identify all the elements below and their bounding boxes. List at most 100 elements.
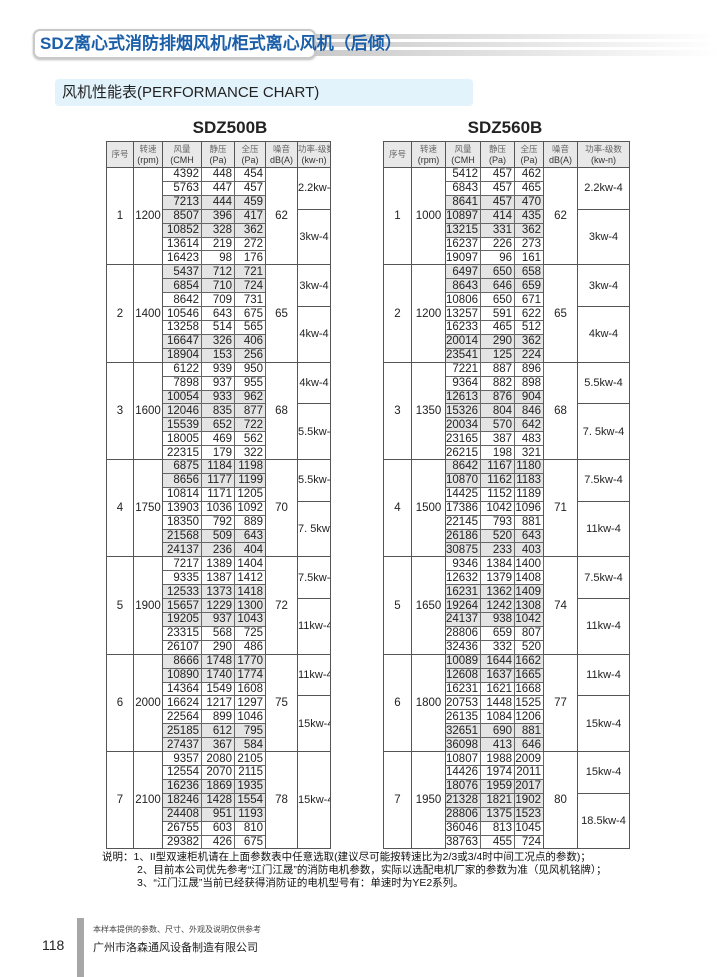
model-title-left: SDZ500B	[192, 118, 268, 137]
total-pressure-value: 273	[514, 236, 544, 252]
total-pressure-value: 1668	[514, 681, 544, 697]
static-pressure-value: 1748	[201, 653, 235, 669]
group-number: 7	[383, 751, 412, 850]
static-pressure-value: 290	[480, 333, 515, 349]
airflow-value: 28806	[445, 806, 481, 822]
static-pressure-value: 1821	[480, 792, 515, 808]
header-col-flow: 风量 (CMH	[162, 141, 202, 168]
airflow-value: 24137	[445, 612, 481, 627]
group-number: 3	[106, 361, 134, 461]
header-col-static: 静压 (Pa)	[480, 141, 515, 168]
total-pressure-value: 435	[514, 208, 544, 224]
motor-power: 5.5kw-4	[577, 361, 630, 405]
noise-value: 75	[265, 653, 298, 753]
static-pressure-value: 332	[480, 639, 515, 655]
group-number: 4	[383, 459, 412, 558]
airflow-value: 18904	[162, 347, 202, 363]
total-pressure-value: 465	[514, 180, 544, 196]
speed-rpm: 2100	[133, 751, 163, 850]
header-col-total: 全压 (Pa)	[514, 141, 544, 168]
table-row: 16647 326 406	[107, 333, 331, 349]
motor-power: 5.5kw-4	[297, 459, 331, 502]
airflow-value: 32651	[445, 723, 481, 739]
total-pressure-value: 1523	[514, 806, 544, 822]
table-row: 26107 290 486	[107, 639, 331, 655]
total-pressure-value: 896	[514, 361, 544, 377]
airflow-value: 13903	[162, 500, 202, 516]
table-row: 8643 646 659	[384, 278, 630, 294]
table-row: 29382 426 675	[107, 834, 331, 850]
total-pressure-value: 1404	[234, 556, 266, 572]
static-pressure-value: 457	[480, 194, 515, 210]
static-pressure-value: 414	[480, 208, 515, 224]
airflow-value: 19097	[445, 250, 481, 266]
static-pressure-value: 1637	[480, 667, 515, 683]
static-pressure-value: 876	[480, 389, 515, 405]
airflow-value: 38763	[445, 834, 481, 850]
noise-value: 80	[543, 751, 578, 850]
airflow-value: 10089	[445, 653, 481, 669]
total-pressure-value: 1096	[514, 500, 544, 516]
table-row: 3 1350 7221 887 896 68 5.5kw-4	[383, 361, 630, 461]
table-row: 3 1600 6122 939 950 68 4kw-4	[106, 361, 331, 461]
total-pressure-value: 1935	[234, 778, 266, 794]
total-pressure-value: 1400	[514, 556, 544, 572]
airflow-value: 12554	[162, 764, 202, 780]
group-number: 1	[383, 166, 412, 266]
airflow-value: 20014	[445, 333, 481, 349]
static-pressure-value: 1177	[201, 472, 235, 488]
header-col-flow: 风量 (CMH	[445, 141, 481, 168]
table-row: 26215 198 321	[384, 445, 630, 461]
table-row: 27437 367 584	[107, 737, 331, 753]
airflow-value: 9335	[162, 570, 202, 586]
notes: 说明：1、II型双速柜机请在上面参数表中任意选取(建议尽可能按转速比为2/3或3…	[102, 851, 607, 890]
static-pressure-value: 387	[480, 431, 515, 447]
static-pressure-value: 1162	[480, 472, 515, 488]
airflow-value: 4392	[162, 167, 202, 182]
static-pressure-value: 1379	[480, 570, 515, 586]
speed-rpm: 1350	[411, 361, 446, 461]
motor-power: 11kw-4	[297, 598, 331, 655]
static-pressure-value: 328	[201, 222, 235, 238]
static-pressure-value: 1384	[480, 556, 515, 572]
total-pressure-value: 417	[234, 208, 266, 224]
group-number: 2	[383, 264, 412, 363]
table-row: 2 1400 5437 712 721 65 3kw-4	[106, 264, 331, 363]
airflow-value: 5412	[445, 167, 481, 182]
airflow-value: 7217	[162, 556, 202, 572]
noise-value: 68	[543, 361, 578, 461]
total-pressure-value: 810	[234, 820, 266, 836]
table-row: 12632 1379 1408	[384, 570, 630, 586]
static-pressure-value: 659	[480, 625, 515, 641]
table-row: 12554 2070 2115	[107, 764, 331, 780]
total-pressure-value: 483	[514, 431, 544, 447]
motor-power: 7. 5kw-4	[577, 403, 630, 461]
table-row: 5763 447 457	[107, 180, 331, 196]
airflow-value: 8656	[162, 472, 202, 488]
airflow-value: 20034	[445, 417, 481, 433]
group-number: 5	[383, 556, 412, 655]
page-number: 118	[42, 937, 65, 953]
header-col-rpm: 转速 (rpm)	[133, 141, 163, 168]
static-pressure-value: 937	[201, 375, 235, 391]
section-title: 风机性能表(PERFORMANCE CHART)	[55, 79, 473, 106]
noise-value: 74	[543, 556, 578, 655]
static-pressure-value: 457	[480, 180, 515, 196]
table-row: 8507 396 417 3kw-4	[107, 208, 331, 266]
total-pressure-value: 643	[234, 528, 266, 544]
total-pressure-value: 362	[514, 222, 544, 238]
static-pressure-value: 455	[480, 834, 515, 850]
table-row: 10546 643 675 4kw-4	[107, 306, 331, 363]
total-pressure-value: 1199	[234, 472, 266, 488]
airflow-value: 16233	[445, 319, 481, 335]
total-pressure-value: 881	[514, 514, 544, 530]
airflow-value: 10870	[445, 472, 481, 488]
static-pressure-value: 1644	[480, 653, 515, 669]
airflow-value: 12608	[445, 667, 481, 683]
table-row: 14364 1549 1608	[107, 681, 331, 697]
table-row: 8656 1177 1199	[107, 472, 331, 488]
static-pressure-value: 1217	[201, 695, 235, 711]
airflow-value: 8507	[162, 208, 202, 224]
